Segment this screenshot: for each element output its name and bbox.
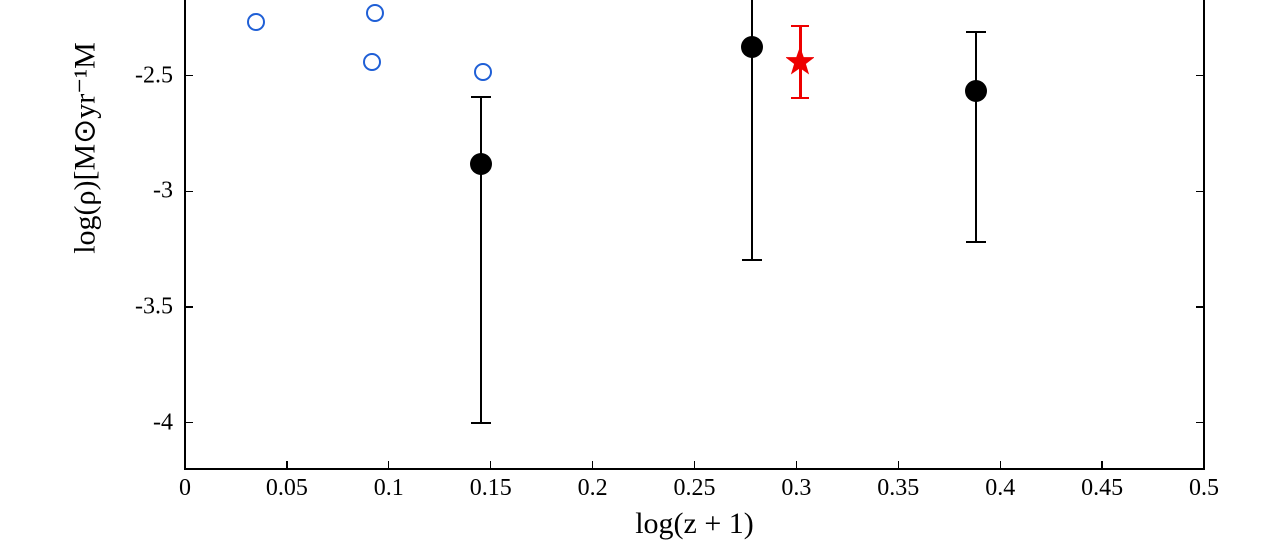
errorbar-cap: [791, 97, 809, 99]
x-tick-label: 0.15: [470, 475, 512, 502]
open-circle-marker: [247, 13, 265, 31]
y-tick-label: -3: [153, 178, 173, 205]
filled-circle-marker: [741, 36, 763, 58]
x-tick: [286, 461, 287, 469]
errorbar-cap: [742, 259, 762, 261]
y-tick-label: -3.5: [135, 294, 173, 321]
x-tick-label: 0.1: [374, 475, 404, 502]
x-tick-label: 0.3: [781, 475, 811, 502]
y-tick-right: [1196, 191, 1204, 192]
y-tick-right: [1196, 422, 1204, 423]
x-tick-label: 0.35: [877, 475, 919, 502]
x-tick-label: 0.45: [1081, 475, 1123, 502]
y-tick: [185, 306, 193, 307]
x-tick: [184, 461, 185, 469]
y-tick: [185, 75, 193, 76]
plot-area: [185, 0, 1204, 469]
x-tick-label: 0.05: [266, 475, 308, 502]
filled-circle-marker: [470, 153, 492, 175]
y-tick-right: [1196, 306, 1204, 307]
open-circle-marker: [474, 63, 492, 81]
star-marker: [786, 48, 814, 76]
x-tick: [490, 461, 491, 469]
x-tick-label: 0: [179, 475, 191, 502]
x-tick: [592, 461, 593, 469]
x-tick: [694, 461, 695, 469]
errorbar-cap: [966, 31, 986, 33]
errorbar-cap: [791, 25, 809, 27]
x-tick-label: 0.5: [1189, 475, 1219, 502]
x-tick-label: 0.2: [578, 475, 608, 502]
y-tick-right: [1196, 75, 1204, 76]
x-axis-label: log(z + 1): [635, 507, 754, 541]
open-circle-marker: [366, 4, 384, 22]
x-tick: [796, 461, 797, 469]
x-tick: [388, 461, 389, 469]
x-tick: [1203, 461, 1204, 469]
open-circle-marker: [363, 53, 381, 71]
y-tick-label: -2.5: [135, 62, 173, 89]
errorbar-cap: [471, 96, 491, 98]
x-tick-label: 0.25: [674, 475, 716, 502]
x-tick: [1000, 461, 1001, 469]
right-axis-line: [1203, 0, 1204, 469]
y-tick: [185, 191, 193, 192]
errorbar-cap: [471, 422, 491, 424]
y-tick-label: -4: [153, 409, 173, 436]
y-axis-line: [184, 0, 185, 469]
filled-circle-marker: [965, 80, 987, 102]
x-tick: [898, 461, 899, 469]
errorbar-cap: [966, 241, 986, 243]
chart-stage: 0 0.05 0.1 0.15 0.2 0.25 0.3 0.35 0.4 0.45 0.5 -4 -3…: [0, 0, 1280, 549]
x-tick-label: 0.4: [985, 475, 1015, 502]
errorbar-line: [975, 32, 977, 243]
errorbar-line: [480, 97, 482, 423]
y-tick: [185, 422, 193, 423]
x-tick: [1101, 461, 1102, 469]
y-axis-label: log(ρ)[M⊙yr⁻¹M: [68, 43, 103, 255]
